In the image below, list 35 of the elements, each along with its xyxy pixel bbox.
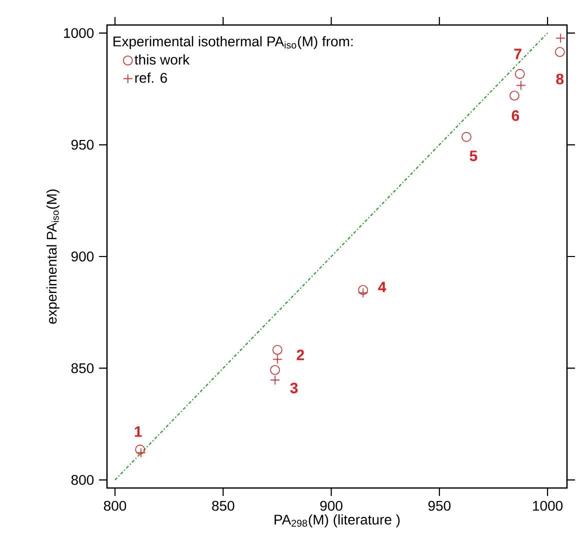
x-axis-title: PA$_{298}$(M) (literature ) xyxy=(274,514,400,528)
legend-title: Experimental isothermal PA$_{iso}$(M) from: xyxy=(114,36,353,50)
legend-label: this work xyxy=(134,54,190,65)
point xyxy=(556,33,566,44)
point xyxy=(554,47,565,57)
x-tick-label: 1000 xyxy=(533,500,563,511)
point xyxy=(270,365,280,375)
y-tick-label: 900 xyxy=(71,252,94,262)
y-tick-label: 850 xyxy=(71,363,94,374)
annotation: 8 xyxy=(556,74,564,84)
annotation: 5 xyxy=(470,150,478,162)
point xyxy=(462,132,472,142)
annotation: 2 xyxy=(296,350,304,360)
point xyxy=(516,80,526,90)
y-tick-label: 950 xyxy=(71,140,94,150)
annotation: 3 xyxy=(290,382,298,394)
y-axis-title: experimental PA$_{iso}$(M) xyxy=(46,190,60,324)
x-tick-label: 900 xyxy=(320,500,342,511)
point xyxy=(514,69,525,79)
point xyxy=(510,90,520,101)
legend-label: ref. 6 xyxy=(135,72,167,83)
y-tick-label: 1000 xyxy=(64,28,94,38)
y-tick-label: 800 xyxy=(71,474,94,485)
x-tick-label: 950 xyxy=(428,500,451,511)
annotation: 4 xyxy=(378,282,386,292)
point xyxy=(135,444,145,454)
point xyxy=(358,285,368,295)
annotation: 1 xyxy=(134,426,142,437)
annotation: 7 xyxy=(514,48,522,60)
point xyxy=(272,354,282,364)
x-tick-label: 850 xyxy=(212,500,234,511)
point xyxy=(272,345,282,355)
annotation: 6 xyxy=(512,110,520,121)
x-tick-label: 800 xyxy=(104,500,126,511)
point xyxy=(136,448,146,458)
